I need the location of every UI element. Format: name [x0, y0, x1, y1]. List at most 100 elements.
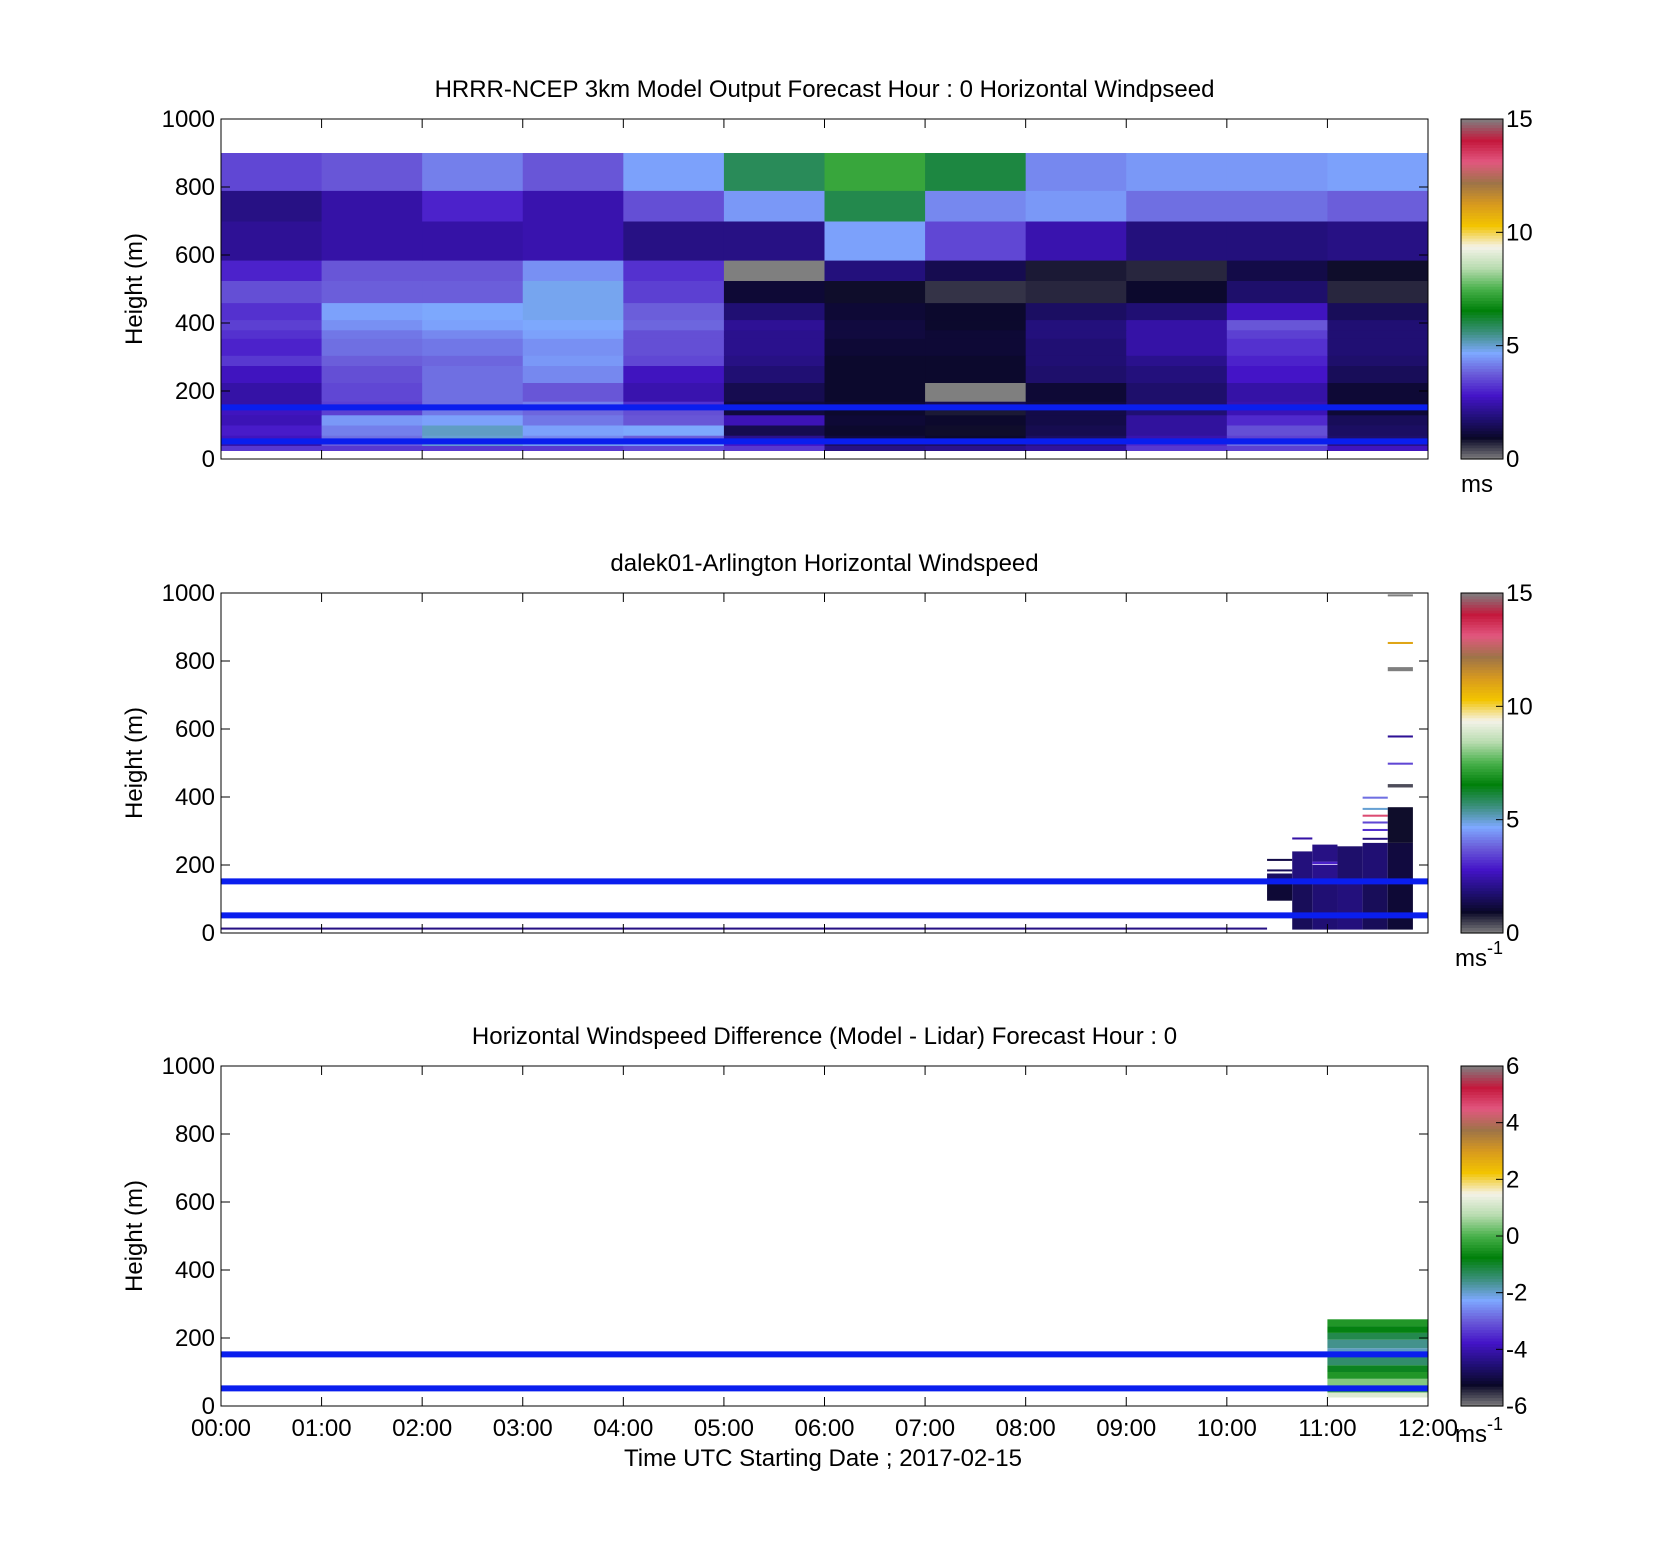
colorbar-segment: [1461, 646, 1503, 651]
heatmap-cell: [1327, 280, 1429, 304]
y-tick-label: 1000: [162, 106, 215, 133]
heatmap-cell: [422, 408, 524, 416]
heatmap-cell: [1292, 837, 1313, 840]
heatmap-cell: [522, 153, 624, 191]
heatmap-cell: [925, 445, 1027, 451]
colorbar-unit-label: ms-1: [1455, 938, 1503, 972]
colorbar-segment: [1461, 774, 1503, 778]
heatmap-cell: [925, 280, 1027, 304]
x-tick-label: 08:00: [996, 1415, 1056, 1442]
colorbar-segment: [1461, 447, 1503, 452]
heatmap-cell: [1387, 667, 1413, 672]
chart-title: Horizontal Windspeed Difference (Model -…: [472, 1023, 1177, 1050]
colorbar-segment: [1461, 1216, 1503, 1220]
colorbar-segment: [1461, 396, 1503, 401]
colorbar-segment: [1461, 1190, 1503, 1195]
colorbar-segment: [1461, 365, 1503, 369]
colorbar-segment: [1461, 751, 1503, 756]
colorbar-segment: [1461, 408, 1503, 412]
colorbar-segment: [1461, 345, 1503, 350]
colorbar-segment: [1461, 1255, 1503, 1260]
colorbar-segment: [1461, 337, 1503, 341]
heatmap-cell: [925, 302, 1027, 321]
colorbar-segment: [1461, 683, 1503, 688]
colorbar-segment: [1461, 167, 1503, 171]
colorbar-segment: [1461, 1207, 1503, 1212]
colorbar-segment: [1461, 1085, 1503, 1090]
heatmap-cell: [1126, 221, 1228, 261]
colorbar-segment: [1461, 1074, 1503, 1078]
heatmap-cell: [723, 425, 825, 436]
colorbar-segment: [1461, 1284, 1503, 1288]
heatmap-cell: [1327, 445, 1429, 451]
heatmap-cell: [1126, 445, 1228, 451]
heatmap-cell: [522, 338, 624, 356]
heatmap-cell: [1362, 842, 1388, 882]
heatmap-cell: [925, 365, 1027, 383]
colorbar-segment: [1461, 289, 1503, 293]
colorbar-segment: [1461, 1267, 1503, 1271]
y-tick-label: 400: [175, 1257, 215, 1284]
colorbar-segment: [1461, 376, 1503, 381]
colorbar-segment: [1461, 340, 1503, 344]
heatmap-cell: [422, 280, 524, 304]
heatmap-cell: [1025, 425, 1127, 436]
colorbar-segment: [1461, 799, 1503, 804]
colorbar-segment: [1461, 1301, 1503, 1305]
colorbar-segment: [1461, 416, 1503, 420]
heatmap-cell: [1387, 784, 1413, 788]
heatmap-cell: [1126, 414, 1228, 426]
heatmap-cell: [1327, 329, 1429, 339]
y-tick-label: 200: [175, 852, 215, 879]
colorbar-segment: [1461, 283, 1503, 287]
x-axis-label: Time UTC Starting Date ; 2017-02-15: [624, 1445, 1022, 1472]
colorbar-segment: [1461, 1088, 1503, 1093]
colorbar-segment: [1461, 1309, 1503, 1314]
heatmap-cell: [1126, 302, 1228, 321]
colorbar-segment: [1461, 1247, 1503, 1251]
colorbar-segment: [1461, 1278, 1503, 1282]
colorbar-unit-superscript: -1: [1487, 1414, 1503, 1434]
colorbar-segment: [1461, 805, 1503, 809]
colorbar-segment: [1461, 1332, 1503, 1336]
colorbar-segment: [1461, 1318, 1503, 1322]
colorbar-segment: [1461, 1170, 1503, 1175]
colorbar-segment: [1461, 359, 1503, 364]
colorbar-segment: [1461, 436, 1503, 440]
colorbar-segment: [1461, 706, 1503, 710]
chart-title: HRRR-NCEP 3km Model Output Forecast Hour…: [435, 76, 1215, 103]
heatmap-cell: [422, 221, 524, 261]
x-tick-label: 02:00: [392, 1415, 452, 1442]
colorbar-segment: [1461, 740, 1503, 744]
colorbar-segment: [1461, 161, 1503, 165]
colorbar-segment: [1461, 1394, 1503, 1399]
colorbar-segment: [1461, 1159, 1503, 1163]
colorbar-segment: [1461, 788, 1503, 792]
colorbar-segment: [1461, 1122, 1503, 1127]
colorbar-segment: [1461, 680, 1503, 685]
heatmap-cell: [1327, 1339, 1428, 1349]
colorbar-segment: [1461, 1250, 1503, 1254]
colorbar-segment: [1461, 1383, 1503, 1387]
x-tick-label: 05:00: [694, 1415, 754, 1442]
colorbar-segment: [1461, 221, 1503, 225]
colorbar-segment: [1461, 610, 1503, 614]
colorbar-segment: [1461, 280, 1503, 284]
colorbar-segment: [1461, 130, 1503, 134]
colorbar-tick-label: 10: [1506, 693, 1533, 720]
colorbar-segment: [1461, 635, 1503, 639]
heatmap-cell: [723, 408, 825, 416]
colorbar-segment: [1461, 1287, 1503, 1291]
colorbar-segment: [1461, 385, 1503, 389]
heatmap-cell: [1126, 338, 1228, 356]
colorbar-segment: [1461, 306, 1503, 310]
heatmap-cell: [321, 338, 423, 356]
colorbar-segment: [1461, 763, 1503, 767]
colorbar-segment: [1461, 627, 1503, 631]
heatmap-cell: [623, 190, 725, 222]
colorbar-segment: [1461, 1156, 1503, 1161]
heatmap-cell: [824, 445, 926, 451]
colorbar-segment: [1461, 1187, 1503, 1192]
heatmap-cell: [1387, 762, 1413, 765]
